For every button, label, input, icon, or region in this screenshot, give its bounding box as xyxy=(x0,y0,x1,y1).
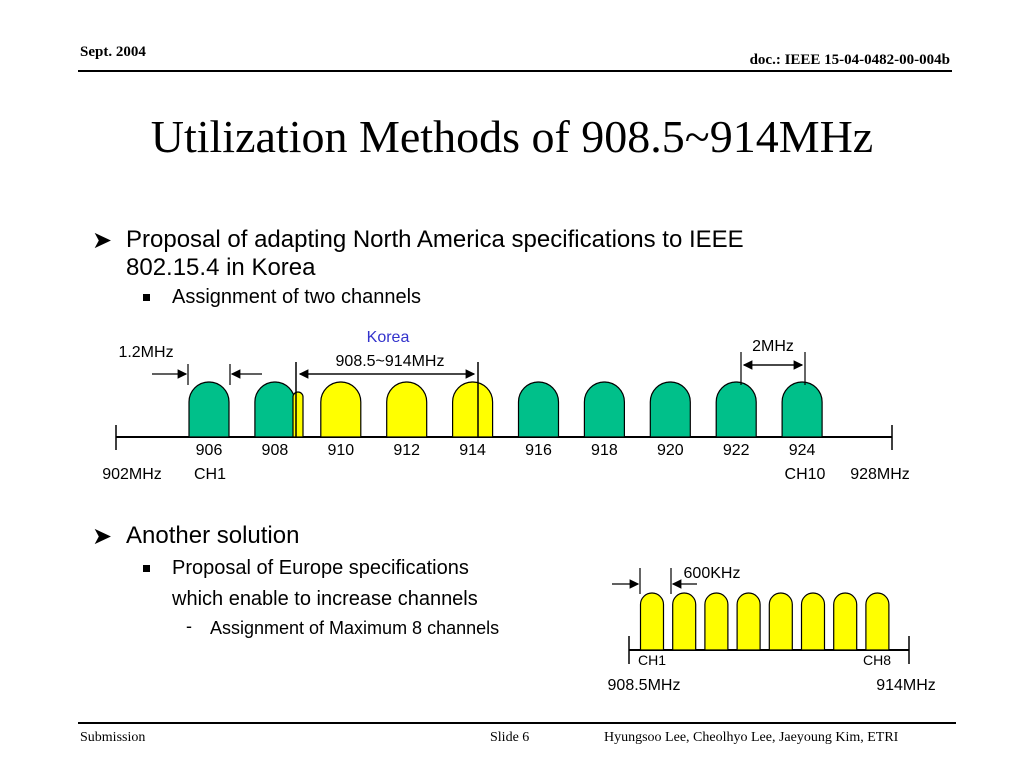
header-date: Sept. 2004 xyxy=(80,44,146,60)
na-freq-label-920: 920 xyxy=(657,442,684,459)
na-channel-914 xyxy=(452,381,494,438)
na-channel-922 xyxy=(715,381,757,438)
bullet-2-sub-line2: which enable to increase channels xyxy=(172,588,478,610)
eu-ch-last-label: CH8 xyxy=(863,652,891,668)
footer-slide-number: Slide 6 xyxy=(490,730,530,745)
square-bullet-icon xyxy=(143,565,150,572)
na-freq-label-918: 918 xyxy=(591,442,618,459)
slide-title: Utilization Methods of 908.5~914MHz xyxy=(150,111,874,162)
na-channel-910 xyxy=(320,381,362,438)
eu-channel-7 xyxy=(833,592,858,651)
korea-label: Korea xyxy=(367,329,410,346)
na-freq-label-912: 912 xyxy=(393,442,420,459)
na-freq-label-914: 914 xyxy=(459,442,486,459)
eu-channel-8 xyxy=(865,592,890,651)
bullet-1-line2: 802.15.4 in Korea xyxy=(126,254,316,281)
na-channel-906 xyxy=(188,381,230,438)
na-freq-label-924: 924 xyxy=(789,442,816,459)
eu-left-edge-label: 908.5MHz xyxy=(608,677,681,694)
na-freq-label-922: 922 xyxy=(723,442,750,459)
korea-overlap-908 xyxy=(292,391,304,438)
eu-channel-6 xyxy=(800,592,826,651)
bullet-arrow-icon: ➤ xyxy=(92,227,113,254)
eu-channel-4 xyxy=(736,592,761,651)
bullet-1-line1: Proposal of adapting North America speci… xyxy=(126,226,744,253)
square-bullet-icon xyxy=(143,294,150,301)
bullet-2-subsub: Assignment of Maximum 8 channels xyxy=(210,618,500,638)
header-doc-id: doc.: IEEE 15-04-0482-00-004b xyxy=(749,52,950,68)
eu-right-edge-label: 914MHz xyxy=(876,677,936,694)
dash-bullet-icon: - xyxy=(186,616,192,636)
na-channel-920 xyxy=(649,381,691,438)
bullet-arrow-icon: ➤ xyxy=(92,523,113,550)
eu-spacing-label: 600KHz xyxy=(684,565,741,582)
eu-channel-5 xyxy=(768,592,793,651)
bullet-2-sub-line1: Proposal of Europe specifications xyxy=(172,557,469,579)
bullet-2: Another solution xyxy=(126,522,300,549)
na-freq-label-910: 910 xyxy=(327,442,354,459)
korea-range-label: 908.5~914MHz xyxy=(336,353,445,370)
na-ch-last-label: CH10 xyxy=(785,466,826,483)
footer-authors: Hyungsoo Lee, Cheolhyo Lee, Jaeyoung Kim… xyxy=(604,730,899,745)
spacing-label: 2MHz xyxy=(752,338,794,355)
na-channel-924 xyxy=(781,381,823,438)
na-freq-label-916: 916 xyxy=(525,442,552,459)
na-freq-label-906: 906 xyxy=(196,442,223,459)
na-right-edge-label: 928MHz xyxy=(850,466,910,483)
bandwidth-label: 1.2MHz xyxy=(118,344,173,361)
na-ch-first-label: CH1 xyxy=(194,466,226,483)
na-channel-918 xyxy=(583,381,625,438)
bullet-1-sub: Assignment of two channels xyxy=(172,286,422,308)
na-channel-916 xyxy=(517,381,560,438)
eu-channel-1 xyxy=(639,592,665,651)
eu-channel-3 xyxy=(704,592,729,651)
eu-ch-first-label: CH1 xyxy=(638,652,666,668)
footer-rule xyxy=(78,722,956,724)
footer-left: Submission xyxy=(80,730,146,745)
na-channel-908 xyxy=(254,381,296,438)
eu-channel-2 xyxy=(672,592,697,651)
na-channel-912 xyxy=(386,381,428,438)
na-left-edge-label: 902MHz xyxy=(102,466,162,483)
na-freq-label-908: 908 xyxy=(262,442,289,459)
header-rule xyxy=(78,70,952,72)
